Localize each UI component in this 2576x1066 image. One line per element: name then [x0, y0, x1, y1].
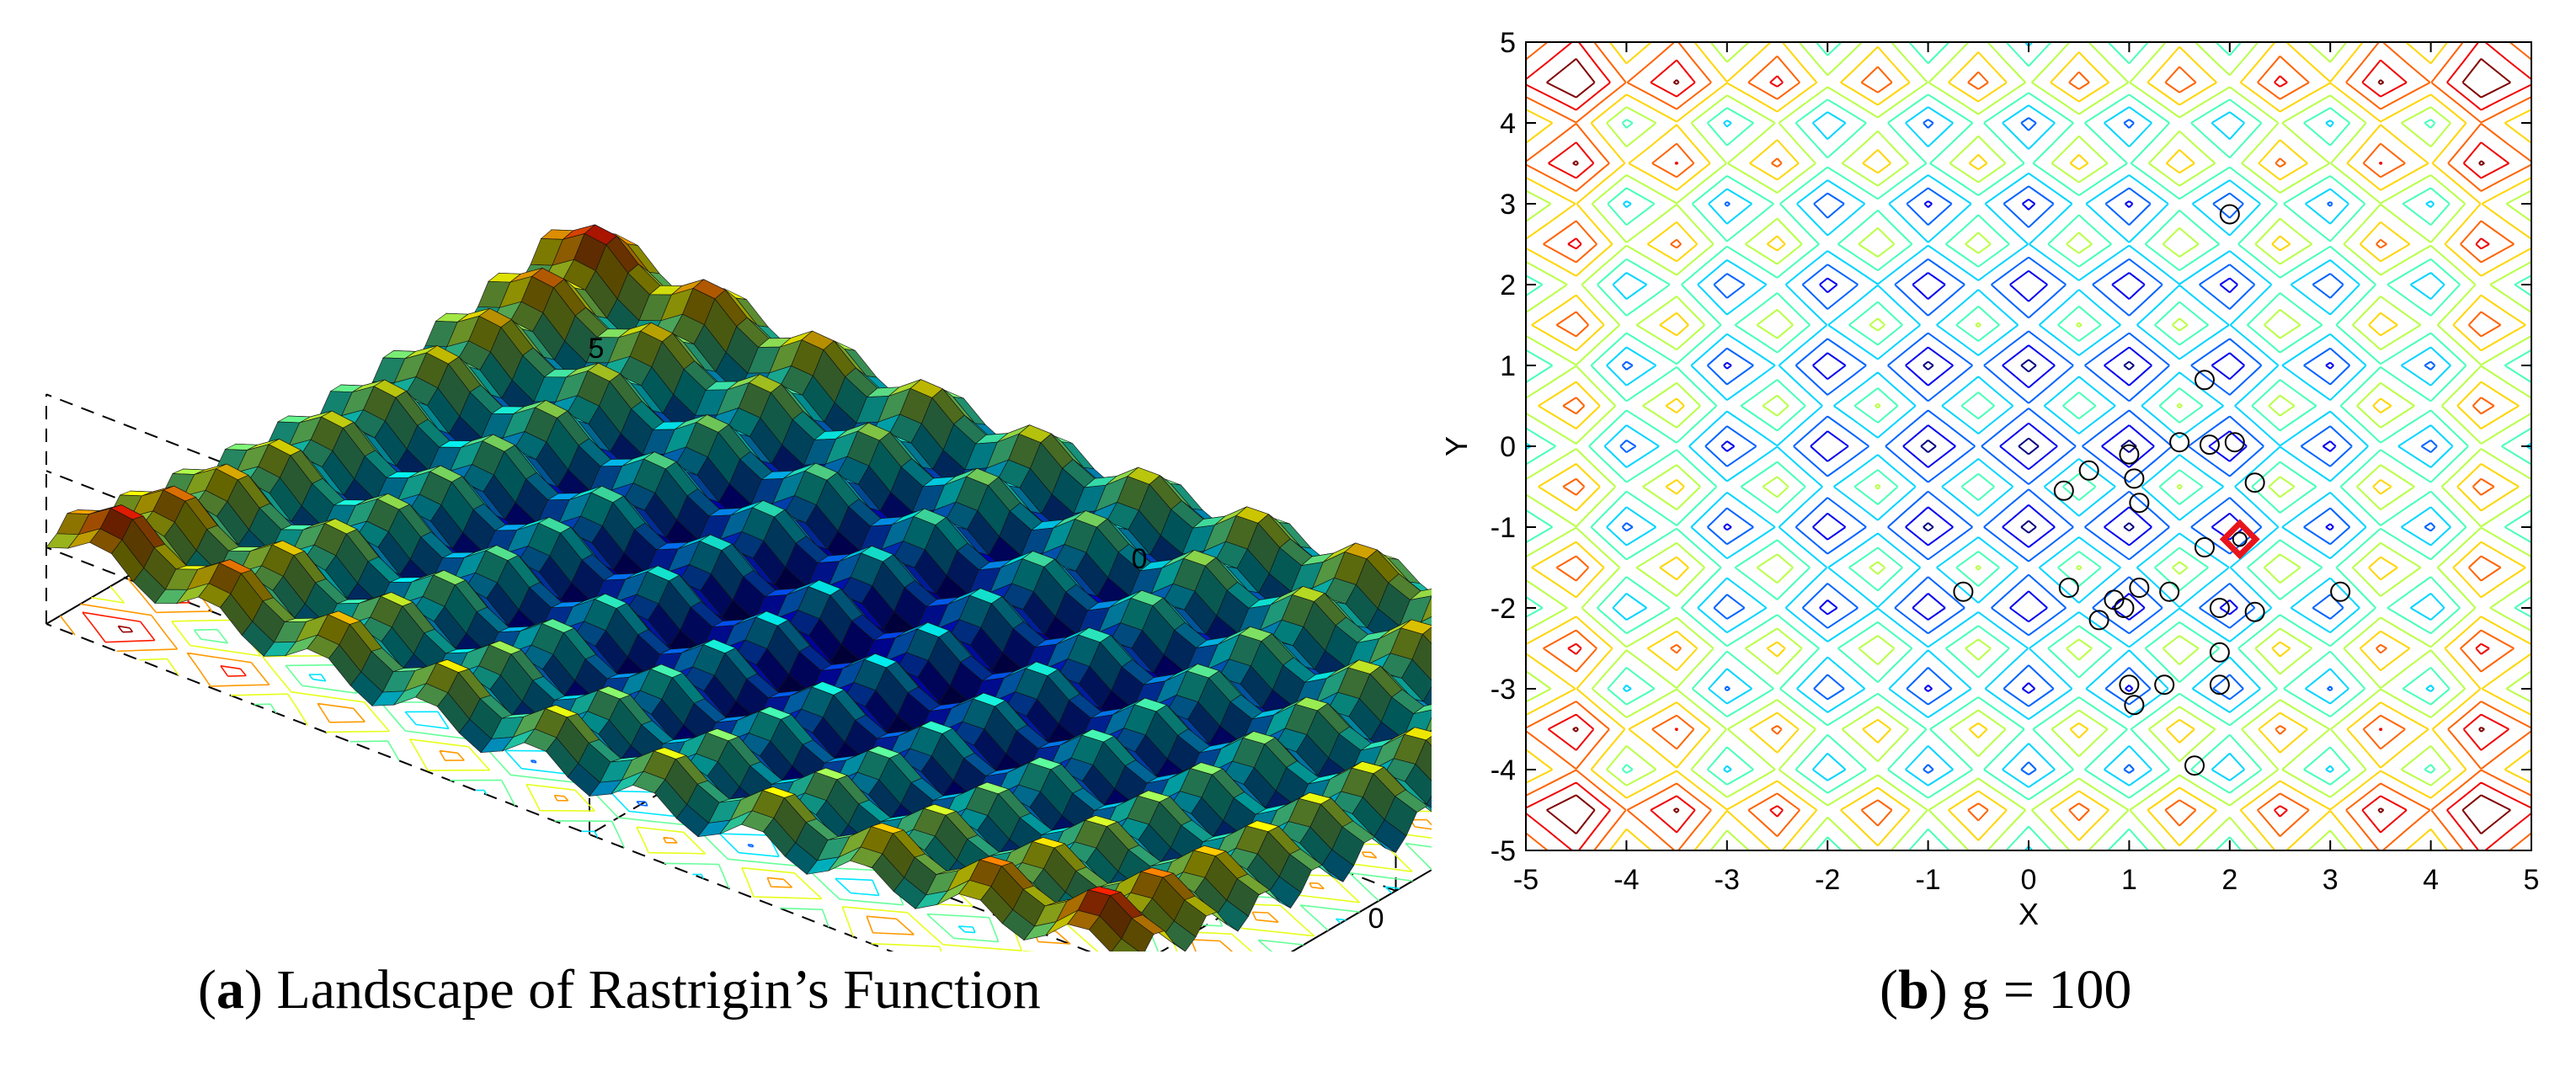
x-tick-label: 0: [2021, 864, 2037, 896]
population-point: [2124, 695, 2145, 716]
surface-chart: 15010050050-5-505: [45, 224, 1432, 951]
y-axis-label: Y: [1439, 436, 1474, 456]
x-tick-label: 4: [2423, 864, 2439, 896]
y-tick-label: 4: [1500, 108, 1516, 140]
left-floor-edge: [1290, 868, 1432, 951]
caption-b-label: b: [1897, 959, 1929, 1021]
y-tick-label: -1: [1491, 512, 1516, 544]
population-point: [2119, 444, 2140, 465]
population-point: [2330, 581, 2351, 602]
population-point: [1953, 581, 1974, 602]
contour-level: [1619, 117, 2438, 776]
contour-chart: -5 -4 -3 -2 -1 0 1 2 3 4 5 5 4 3 2 1 0 -1 -2 -3 -4 -5 X Y: [1439, 27, 2540, 931]
y-tick-label: 2: [1500, 269, 1516, 301]
x-tick-label: -2: [1815, 864, 1840, 896]
caption-a-label: a: [216, 959, 244, 1021]
x-tick-label: -1: [1915, 864, 1940, 896]
contour-level: [1546, 58, 2511, 834]
caption-a-text: Landscape of Rastrigin’s Function: [276, 959, 1041, 1021]
x-tick-label: -4: [1613, 864, 1639, 896]
y-tick-label: 1: [1500, 350, 1516, 382]
y-tick-label: 0: [1500, 431, 1516, 463]
y-tick-label: 3: [1500, 189, 1516, 221]
population-point: [2129, 578, 2150, 598]
x-tick-label: 1: [2121, 864, 2137, 896]
x-tick-label: 5: [2524, 864, 2540, 896]
x-tick-label: -3: [1715, 864, 1740, 896]
caption-b-text: g = 100: [1961, 959, 2132, 1021]
best-point-circle: [2232, 531, 2248, 547]
caption-a: (a) Landscape of Rastrigin’s Function: [198, 959, 1041, 1021]
population-point: [2169, 432, 2190, 453]
caption-b: (b) g = 100: [1880, 959, 2132, 1021]
grid-z-back-wall: [45, 546, 1091, 951]
y-tick-label: 5: [1500, 27, 1516, 59]
population-point: [2209, 674, 2230, 696]
population-point: [2053, 480, 2074, 501]
population-point: [2129, 493, 2150, 514]
y-tick-label: -3: [1491, 674, 1516, 706]
population-point: [2219, 204, 2240, 225]
y-tick-label: -2: [1491, 593, 1516, 625]
x-axis-label: X: [2019, 897, 2039, 931]
y-tick-label: -4: [1491, 754, 1516, 786]
y-tick-label: -5: [1491, 835, 1516, 867]
population-point: [2209, 598, 2230, 618]
contour-level: [1525, 41, 2532, 851]
x-tick-label: 2: [2221, 864, 2237, 896]
contour-level: [1920, 359, 2137, 534]
population-point: [2199, 434, 2220, 456]
x-tick-label: 3: [2323, 864, 2339, 896]
surface-mesh: [45, 224, 1432, 951]
contour-lines: [1525, 41, 2532, 851]
x-tick-label: -5: [1513, 864, 1539, 896]
